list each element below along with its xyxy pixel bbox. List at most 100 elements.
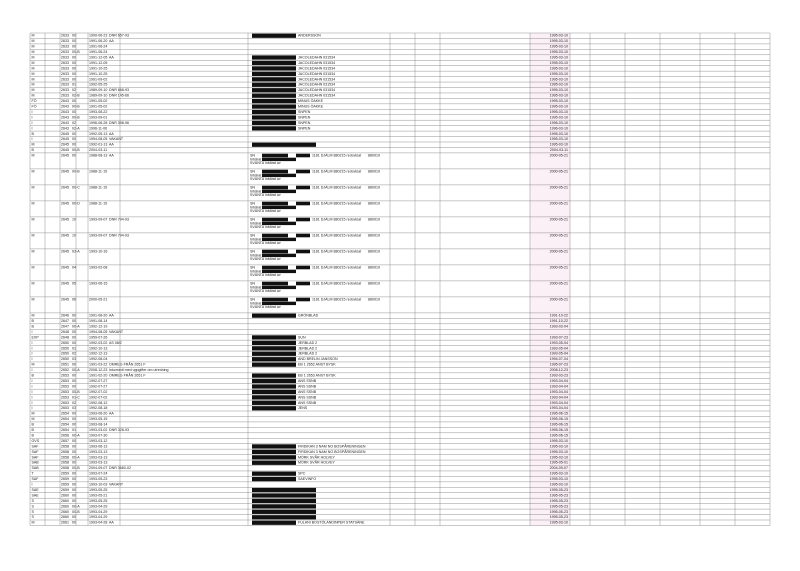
detail-line: Inbärat EB	[250, 205, 268, 209]
row-code: I	[32, 368, 33, 372]
redaction	[252, 460, 296, 465]
row-suffix: 00	[72, 45, 76, 49]
registration-date: 2000-05-21	[550, 217, 568, 221]
row-suffix: 00	[72, 66, 76, 70]
row-note: DNR 398-96	[109, 121, 129, 125]
registration-date: 1995-03-10	[550, 137, 568, 141]
row-suffix: 06	[72, 297, 76, 301]
registration-date: 1995-05-23	[550, 493, 568, 497]
row-suffix: 00	[72, 61, 76, 65]
row-note: AA	[109, 314, 114, 318]
registration-date: 1995-03-10	[550, 143, 568, 147]
redaction	[252, 55, 296, 60]
redaction	[262, 201, 288, 206]
row-suffix: 03	[72, 406, 76, 410]
column-tint	[530, 33, 570, 526]
redaction	[252, 504, 316, 509]
row-number: 2645	[61, 185, 69, 189]
redaction	[262, 237, 296, 242]
row-number: 2643	[61, 110, 69, 114]
registration-date: 2000-05-21	[550, 249, 568, 253]
row-date: 1991-10-25	[89, 66, 107, 70]
detail-line: Inbärat EB	[250, 157, 268, 161]
row-number: 2660	[61, 515, 69, 519]
registration-date: 1993-04-04	[550, 390, 568, 394]
row-number: 2633	[61, 94, 69, 98]
row-number: 2659	[61, 483, 69, 487]
row-number: 2653	[61, 384, 69, 388]
row-suffix: 00	[72, 319, 76, 323]
row-date: 1993-06-15	[89, 281, 107, 285]
row-code: M	[32, 66, 35, 70]
row-suffix: 00	[72, 384, 76, 388]
registration-date: 1995-03-10	[550, 439, 568, 443]
redaction	[262, 233, 288, 238]
row-date: 1992-05-13	[89, 132, 107, 136]
detail-line: SN	[250, 249, 255, 253]
row-date: 1993-04-29	[89, 510, 107, 514]
detail-text: 1181 DJÄLM 880215 redovisat	[312, 201, 361, 205]
detail-line: Inbärat EB	[250, 221, 268, 225]
registration-date: 1993-03-23	[550, 374, 568, 378]
row-description: EB 1 2652 ANST BYSK	[298, 363, 336, 367]
row-number: 2657	[61, 439, 69, 443]
row-number: 2643	[61, 121, 69, 125]
detail-line: SN	[250, 265, 255, 269]
row-suffix: 00	[72, 99, 76, 103]
row-suffix: 10	[72, 217, 76, 221]
row-description: ANS SSNB	[298, 384, 317, 388]
row-date: 1989-09-10	[89, 88, 107, 92]
registration-date: 2000-05-21	[550, 153, 568, 157]
redaction	[252, 71, 296, 76]
row-number: 2645	[61, 132, 69, 136]
row-code: B	[32, 428, 35, 432]
row-note: AA	[109, 39, 114, 43]
redaction	[296, 153, 310, 158]
row-number: 2645	[61, 201, 69, 205]
row-date: 1992-12-13	[89, 352, 107, 356]
row-suffix: 00	[72, 143, 76, 147]
row-description: SNPEN	[298, 126, 311, 130]
row-code: M	[32, 153, 35, 157]
row-number: 2660	[61, 510, 69, 514]
row-code: B	[32, 433, 35, 437]
row-description: MINUS ÖAKKE	[298, 99, 324, 103]
redaction	[262, 265, 288, 270]
detail-line: SN	[250, 297, 255, 301]
row-number: 2654	[61, 417, 69, 421]
registration-date: 1995-03-10	[550, 61, 568, 65]
detail-line: SN	[250, 233, 255, 237]
row-description: JACOLEDAHN 031534	[298, 94, 335, 98]
row-date: 1993-07-30	[89, 433, 107, 437]
registration-date: 1995-03-10	[550, 105, 568, 109]
row-number: 2659	[61, 472, 69, 476]
row-date: 1992-07-02	[89, 395, 107, 399]
row-code: B	[32, 148, 35, 152]
row-date: 1993-04-29	[89, 515, 107, 519]
registration-date: 1995-03-10	[550, 115, 568, 119]
row-suffix: 00	[72, 39, 76, 43]
row-code: I	[32, 483, 33, 487]
row-date: 1993-08-22	[89, 110, 107, 114]
row-code: I	[32, 341, 33, 345]
row-suffix: 00	[72, 34, 76, 38]
row-date: 1993-03-13	[89, 450, 107, 454]
row-code: M	[32, 417, 35, 421]
row-note: AA	[109, 132, 114, 136]
registration-date: 1995-03-10	[550, 483, 568, 487]
redaction	[252, 99, 296, 104]
redaction	[252, 362, 296, 367]
redaction	[252, 378, 296, 384]
redaction	[252, 477, 296, 482]
row-suffix: 00	[72, 483, 76, 487]
row-code: S	[32, 499, 35, 503]
registration-date: 1995-06-15	[550, 428, 568, 432]
redaction	[252, 515, 316, 520]
row-date: 1988-11-15	[89, 185, 107, 189]
row-suffix: 00	[72, 450, 76, 454]
registration-date: 1993-05-04	[550, 346, 568, 350]
row-code: B	[32, 324, 35, 328]
row-number: 2654	[61, 423, 69, 427]
row-note: AS 08/2	[109, 341, 122, 345]
row-date: 1992-08-04	[89, 357, 107, 361]
